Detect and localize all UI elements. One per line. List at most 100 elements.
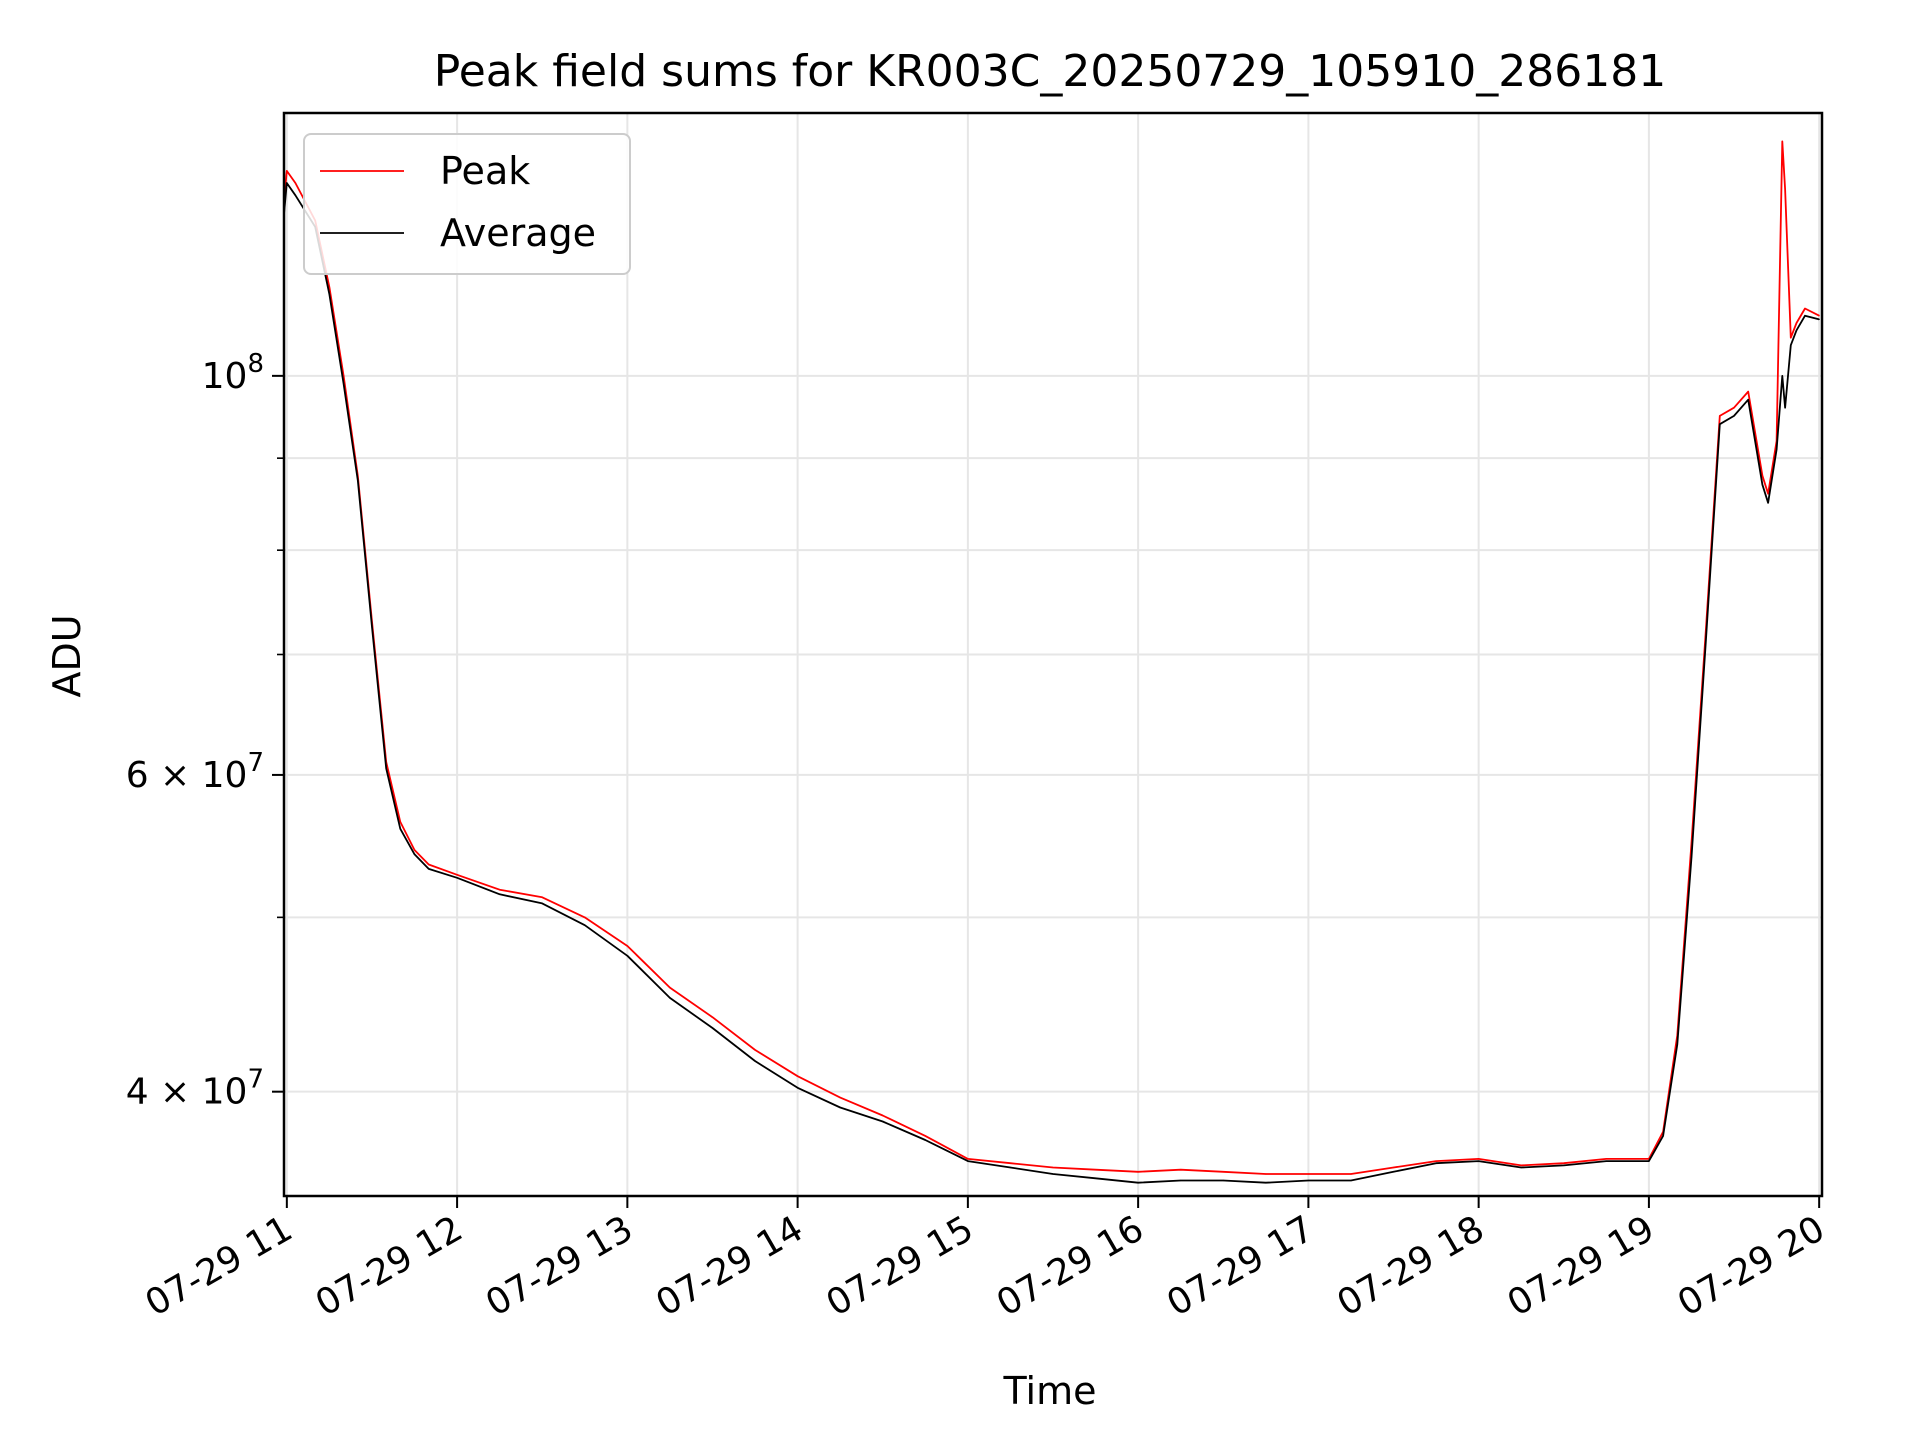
data-point-peak bbox=[1222, 1171, 1224, 1173]
data-point-peak bbox=[1478, 1158, 1480, 1160]
data-point-average bbox=[1350, 1179, 1352, 1182]
y-tick-label-base: 10 bbox=[202, 356, 248, 397]
data-point-average bbox=[1392, 1171, 1395, 1173]
data-point-peak bbox=[924, 1135, 926, 1137]
data-point-average bbox=[1307, 1179, 1309, 1182]
data-point-average bbox=[294, 194, 296, 196]
data-point-peak bbox=[1137, 1171, 1139, 1173]
data-point-average bbox=[1705, 642, 1707, 645]
data-point-average bbox=[1095, 1177, 1097, 1179]
data-point-peak bbox=[1733, 407, 1735, 409]
data-point-average bbox=[456, 877, 458, 879]
data-point-average bbox=[626, 955, 629, 957]
data-point-peak bbox=[428, 863, 430, 866]
data-point-peak bbox=[456, 874, 458, 876]
data-point-peak bbox=[1265, 1173, 1267, 1175]
data-point-peak bbox=[1520, 1164, 1522, 1166]
chart-title: Peak field sums for KR003C_20250729_1059… bbox=[434, 46, 1666, 97]
data-point-average bbox=[839, 1106, 841, 1109]
data-point-average bbox=[1761, 484, 1763, 486]
data-point-average bbox=[399, 828, 401, 830]
data-point-average bbox=[711, 1027, 714, 1029]
data-point-average bbox=[1662, 1135, 1664, 1137]
data-point-peak bbox=[1307, 1173, 1309, 1175]
data-point-average bbox=[1719, 423, 1721, 425]
y-tick-label-base: 6 × 10 bbox=[126, 755, 248, 796]
y-tick-label-exponent: 7 bbox=[247, 1065, 264, 1095]
series-layer bbox=[284, 140, 1820, 1184]
data-point-average bbox=[1180, 1179, 1182, 1182]
data-point-peak bbox=[1804, 307, 1806, 310]
data-point-average bbox=[1563, 1164, 1565, 1166]
data-point-peak bbox=[1767, 493, 1769, 495]
legend-label-average: Average bbox=[440, 211, 596, 255]
data-point-average bbox=[1767, 502, 1769, 504]
data-point-peak bbox=[499, 889, 501, 891]
data-point-average bbox=[541, 902, 543, 905]
data-point-average bbox=[1009, 1166, 1012, 1169]
data-point-peak bbox=[754, 1049, 756, 1051]
data-point-average bbox=[1478, 1160, 1480, 1162]
data-point-average bbox=[882, 1120, 884, 1123]
data-point-average bbox=[1435, 1162, 1437, 1164]
data-point-average bbox=[924, 1139, 926, 1141]
data-point-average bbox=[499, 893, 501, 895]
data-point-peak bbox=[1790, 337, 1792, 339]
data-point-peak bbox=[1781, 140, 1783, 142]
data-point-average bbox=[1818, 318, 1820, 320]
data-point-peak bbox=[967, 1158, 969, 1160]
data-point-peak bbox=[839, 1097, 841, 1099]
data-point-peak bbox=[626, 945, 629, 947]
y-tick-label: 4 × 107 bbox=[126, 1065, 264, 1113]
data-point-average bbox=[584, 924, 586, 926]
legend-box bbox=[303, 133, 631, 275]
data-point-peak bbox=[797, 1075, 799, 1077]
data-point-peak bbox=[669, 987, 671, 989]
data-point-peak bbox=[541, 896, 543, 898]
data-point-average bbox=[428, 868, 430, 870]
data-point-average bbox=[1776, 448, 1778, 451]
y-tick-label: 108 bbox=[202, 349, 264, 397]
data-point-peak bbox=[1761, 475, 1763, 477]
data-point-average bbox=[754, 1060, 756, 1062]
y-tick-label-exponent: 8 bbox=[247, 349, 264, 379]
data-point-average bbox=[343, 383, 345, 385]
data-point-average bbox=[1520, 1166, 1522, 1169]
data-point-average bbox=[1265, 1182, 1267, 1184]
data-point-average bbox=[1790, 344, 1792, 346]
y-tick-label: 6 × 107 bbox=[126, 748, 264, 796]
y-tick-label-base: 4 × 10 bbox=[126, 1072, 248, 1113]
data-point-peak bbox=[1747, 391, 1749, 393]
data-point-peak bbox=[1795, 322, 1798, 324]
data-point-average bbox=[1648, 1160, 1650, 1162]
data-point-average bbox=[328, 293, 330, 295]
data-point-peak bbox=[286, 170, 288, 172]
data-point-average bbox=[385, 767, 387, 770]
data-point-peak bbox=[399, 821, 401, 823]
data-point-peak bbox=[294, 182, 296, 184]
data-point-average bbox=[967, 1160, 969, 1162]
data-point-peak bbox=[1719, 415, 1721, 417]
y-tick-label-exponent: 7 bbox=[247, 748, 264, 778]
data-point-peak bbox=[1563, 1162, 1565, 1164]
data-point-peak bbox=[1350, 1173, 1352, 1175]
data-point-average bbox=[1795, 329, 1798, 331]
data-point-peak bbox=[1605, 1158, 1607, 1160]
x-axis-label: Time bbox=[1003, 1369, 1097, 1413]
data-point-average bbox=[1605, 1160, 1607, 1162]
legend: Peak Average bbox=[303, 133, 631, 275]
data-point-peak bbox=[1392, 1166, 1395, 1169]
data-point-peak bbox=[413, 849, 416, 851]
data-point-peak bbox=[1818, 315, 1820, 317]
data-point-average bbox=[1222, 1179, 1224, 1182]
data-point-average bbox=[371, 626, 373, 628]
data-point-average bbox=[1137, 1182, 1139, 1184]
grid bbox=[284, 113, 1822, 1196]
data-point-average bbox=[286, 182, 288, 184]
data-point-peak bbox=[882, 1114, 884, 1117]
data-point-average bbox=[1781, 375, 1783, 377]
y-axis-label: ADU bbox=[45, 614, 89, 697]
data-point-peak bbox=[1784, 188, 1786, 190]
